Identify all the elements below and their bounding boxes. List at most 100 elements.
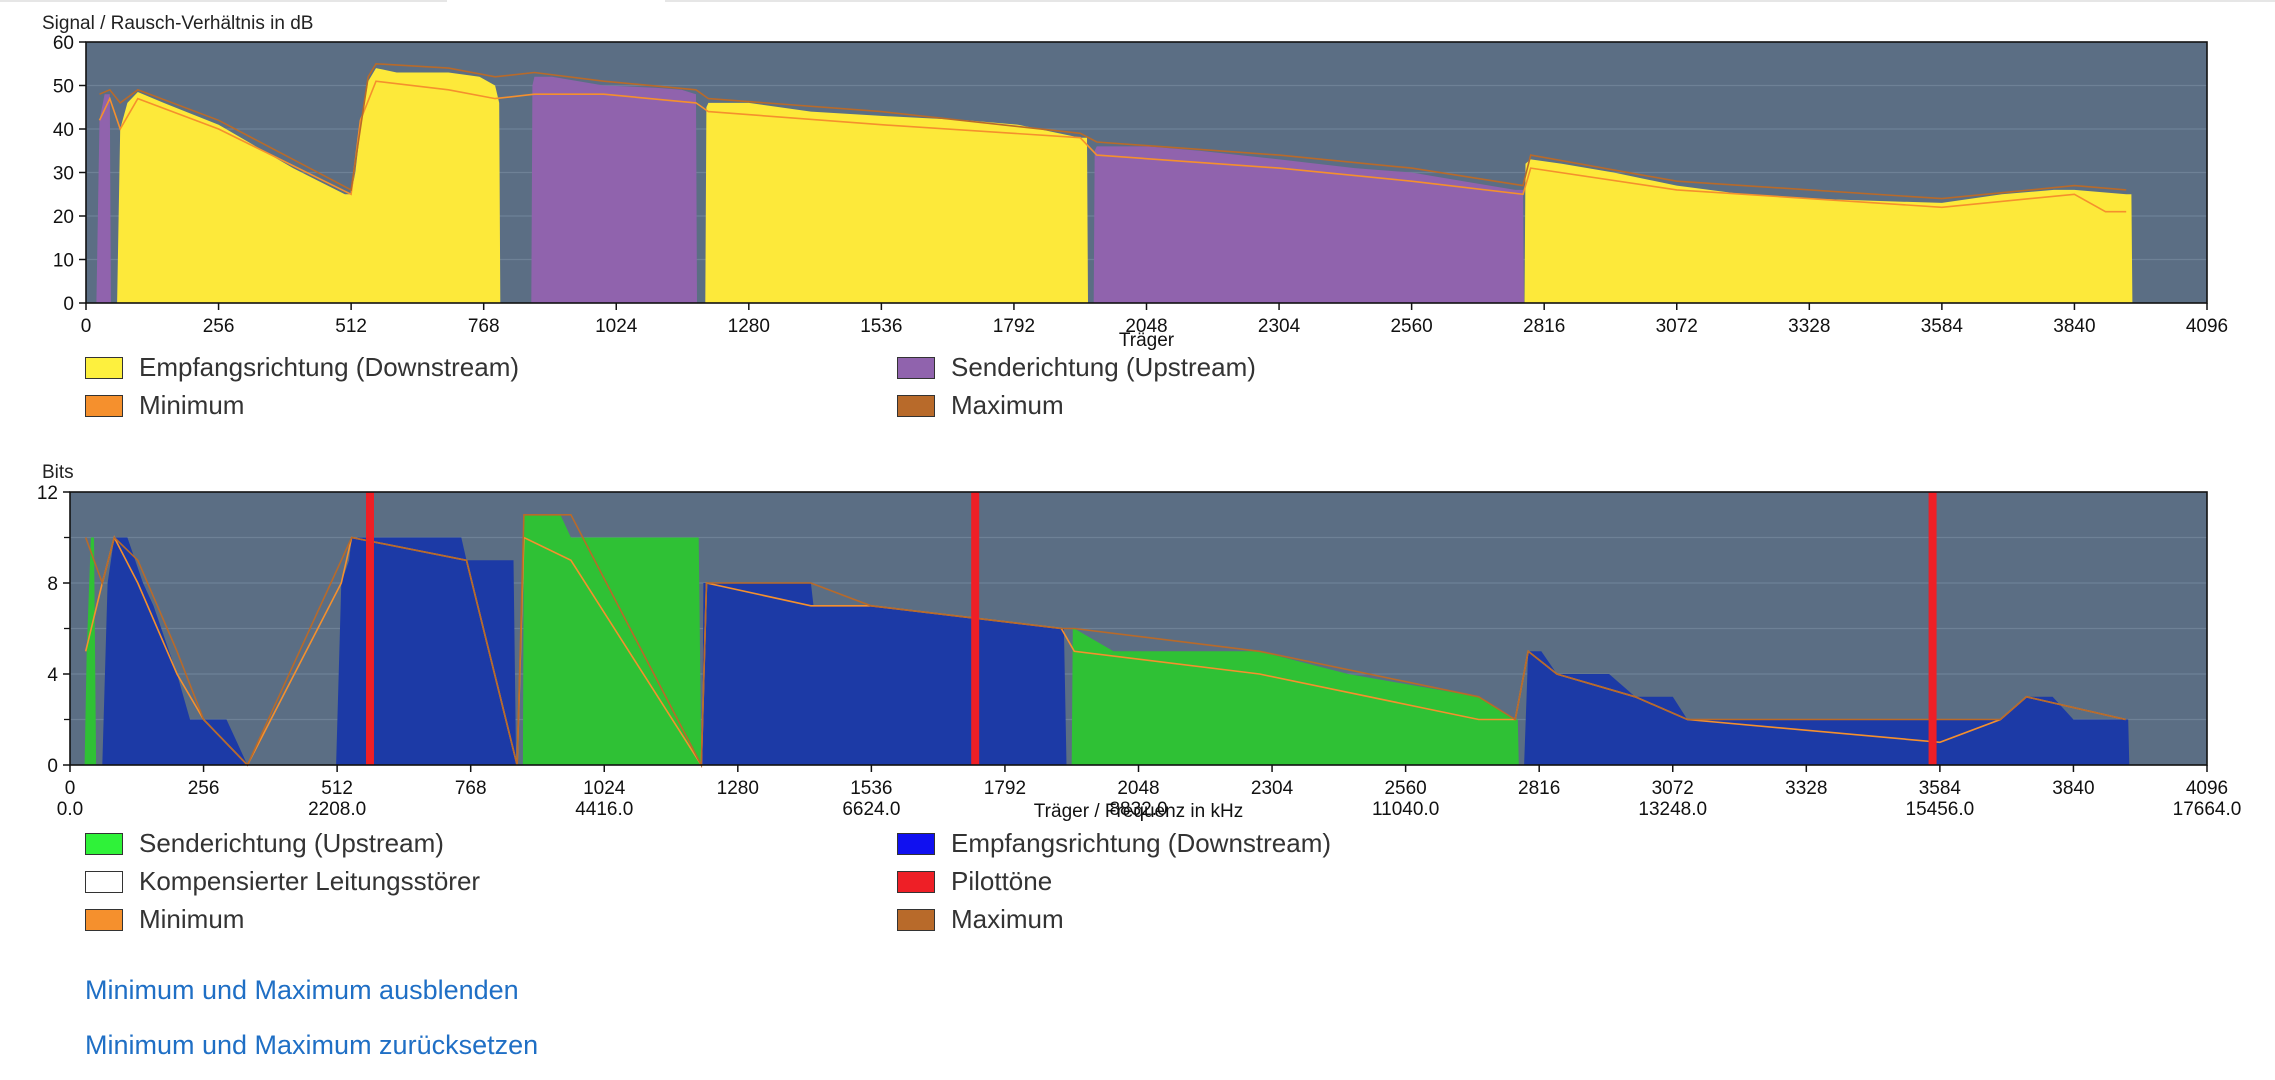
legend-bits-maximum-swatch [897, 908, 935, 931]
legend-bits-downstream-label: Empfangsrichtung (Downstream) [951, 828, 1332, 858]
snr-xtick-label: 3840 [2053, 316, 2095, 337]
bits-area-senderichtung-upstream-5 [1071, 628, 1519, 765]
bits-freq-label: 11040.0 [1372, 799, 1439, 820]
snr-ytick-label: 40 [53, 120, 74, 141]
legend-snr-upstream-swatch [897, 356, 935, 379]
legend-snr-downstream-label: Empfangsrichtung (Downstream) [139, 352, 520, 382]
snr-line-maximum [99, 62, 2127, 200]
bits-xtick-label: 2816 [1518, 778, 1560, 799]
snr-xtick-label: 2048 [1125, 316, 1167, 337]
bits-area-empfangsrichtung-downstream-1 [102, 537, 250, 765]
bits-freq-label: 2208.0 [308, 799, 366, 820]
snr-area-senderichtung-upstream-2 [531, 76, 697, 303]
snr-xtick-label: 1024 [595, 316, 638, 337]
legend-snr-minimum-label: Minimum [139, 390, 245, 420]
legend-bits-upstream: Senderichtung (Upstream) [85, 828, 444, 859]
legend-snr-maximum-swatch [897, 394, 935, 417]
snr-xtick-label: 768 [468, 316, 500, 337]
reset-min-max-link[interactable]: Minimum und Maximum zurücksetzen [85, 1030, 539, 1060]
legend-bits-pilot-swatch [897, 870, 935, 893]
snr-ytick-label: 10 [53, 251, 74, 272]
bits-ytick-label: 0 [47, 756, 58, 777]
legend-bits-upstream-swatch [85, 832, 123, 855]
bits-ytick-label: 12 [37, 483, 58, 504]
bits-freq-label: 8832.0 [1109, 799, 1167, 820]
snr-x-axis-label: Träger [1119, 330, 1175, 351]
legend-snr-minimum: Minimum [85, 390, 244, 421]
legend-bits-compensated-swatch [85, 870, 123, 893]
bits-ytick-label: 8 [47, 574, 58, 595]
bits-xtick-label: 2048 [1117, 778, 1159, 799]
snr-area-empfangsrichtung-downstream-5 [1524, 159, 2133, 303]
bits-pilot-tone-1 [971, 492, 980, 765]
snr-xtick-label: 256 [203, 316, 235, 337]
snr-chart-title: Signal / Rausch-Verhältnis in dB [42, 13, 314, 34]
bits-xtick-label: 3584 [1919, 778, 1962, 799]
snr-chart: 0 256 512 768 1024 1280 1536 1792 2048 2304 2560 28… [53, 33, 2228, 351]
snr-xtick-label: 4096 [2186, 316, 2228, 337]
bits-freq-label: 13248.0 [1638, 799, 1707, 820]
bits-area-empfangsrichtung-downstream-6 [1524, 651, 2130, 765]
legend-bits-minimum-label: Minimum [139, 904, 245, 934]
legend-snr-maximum: Maximum [897, 390, 1064, 421]
legend-bits-pilot-label: Pilottöne [951, 866, 1053, 896]
bits-area-senderichtung-upstream-0 [84, 537, 97, 765]
legend-bits-downstream: Empfangsrichtung (Downstream) [897, 828, 1331, 859]
bits-freq-label: 0.0 [57, 799, 83, 820]
bits-xtick-label: 3840 [2052, 778, 2094, 799]
snr-ytick-label: 50 [53, 77, 74, 98]
bits-freq-label: 17664.0 [2173, 799, 2242, 820]
snr-xtick-label: 2816 [1523, 316, 1565, 337]
snr-xtick-label: 2304 [1258, 316, 1301, 337]
bits-xtick-label: 512 [321, 778, 353, 799]
snr-xtick-label: 3328 [1788, 316, 1830, 337]
bits-freq-label: 6624.0 [842, 799, 900, 820]
hide-min-max-link[interactable]: Minimum und Maximum ausblenden [85, 975, 519, 1005]
legend-snr-downstream-swatch [85, 356, 123, 379]
snr-xtick-label: 3584 [1921, 316, 1964, 337]
bits-xtick-label: 2560 [1384, 778, 1426, 799]
legend-bits-maximum-label: Maximum [951, 904, 1064, 934]
legend-bits-upstream-label: Senderichtung (Upstream) [139, 828, 444, 858]
bits-area-senderichtung-upstream-3 [522, 514, 702, 765]
bits-area-empfangsrichtung-downstream-2 [336, 537, 518, 765]
bits-freq-label: 15456.0 [1906, 799, 1975, 820]
legend-bits-compensated: Kompensierter Leitungsstörer [85, 866, 480, 897]
top-tab-gap [447, 0, 665, 2]
bits-xtick-label: 1024 [583, 778, 626, 799]
snr-xtick-label: 512 [335, 316, 367, 337]
snr-xtick-label: 1536 [860, 316, 902, 337]
snr-area-senderichtung-upstream-0 [96, 94, 111, 303]
bits-freq-label: 4416.0 [575, 799, 633, 820]
snr-line-minimum [98, 80, 2127, 213]
bits-chart: 0 256 512 768 1024 1280 1536 1792 2048 2304 2560 28… [37, 483, 2242, 822]
snr-ytick-label: 30 [53, 164, 74, 185]
snr-xtick-label: 1280 [728, 316, 770, 337]
bits-xtick-label: 1536 [850, 778, 892, 799]
legend-bits-minimum: Minimum [85, 904, 244, 935]
legend-snr-maximum-label: Maximum [951, 390, 1064, 420]
bits-x-axis-label: Träger / Frequenz in kHz [1034, 801, 1243, 822]
snr-ytick-label: 60 [53, 33, 74, 54]
bits-pilot-tone-0 [365, 492, 374, 765]
snr-ytick-label: 20 [53, 207, 74, 228]
legend-bits-minimum-swatch [85, 908, 123, 931]
snr-area-empfangsrichtung-downstream-3 [705, 102, 1088, 304]
bits-ytick-label: 4 [47, 665, 58, 686]
legend-snr-minimum-swatch [85, 394, 123, 417]
snr-ytick-label: 0 [63, 294, 74, 315]
snr-xtick-label: 0 [81, 316, 92, 337]
snr-xtick-label: 1792 [993, 316, 1035, 337]
bits-line-maximum [84, 513, 2126, 769]
bits-xtick-label: 2304 [1251, 778, 1294, 799]
snr-xtick-label: 3072 [1656, 316, 1698, 337]
bits-chart-title: Bits [42, 462, 74, 483]
legend-bits-pilot: Pilottöne [897, 866, 1052, 897]
bits-xtick-label: 3072 [1652, 778, 1694, 799]
bits-xtick-label: 1792 [984, 778, 1026, 799]
legend-bits-downstream-swatch [897, 832, 935, 855]
legend-bits-maximum: Maximum [897, 904, 1064, 935]
legend-snr-upstream: Senderichtung (Upstream) [897, 352, 1256, 383]
bits-xtick-label: 0 [65, 778, 76, 799]
snr-area-senderichtung-upstream-4 [1093, 146, 1524, 303]
